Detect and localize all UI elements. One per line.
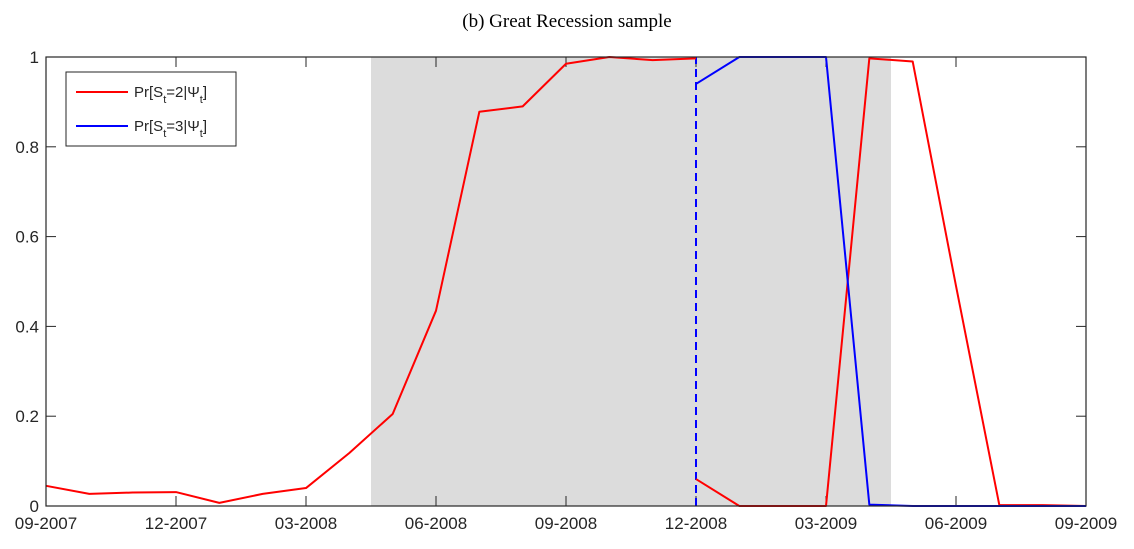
x-tick-label: 09-2007 — [15, 514, 77, 533]
legend-label: Pr[St=3|Ψt] — [134, 118, 207, 140]
legend-label: Pr[St=2|Ψt] — [134, 84, 207, 106]
y-tick-label: 1 — [30, 48, 39, 67]
x-tick-label: 03-2008 — [275, 514, 337, 533]
y-tick-label: 0.2 — [15, 407, 39, 426]
y-tick-label: 0.8 — [15, 138, 39, 157]
x-tick-label: 09-2009 — [1055, 514, 1117, 533]
y-tick-label: 0 — [30, 497, 39, 516]
y-tick-label: 0.4 — [15, 317, 39, 336]
chart-title: (b) Great Recession sample — [462, 11, 671, 32]
plot-frame — [45, 56, 1087, 507]
legend: Pr[St=2|Ψt] Pr[St=3|Ψt] — [65, 71, 237, 147]
recession-shade — [371, 57, 891, 506]
x-tick-label: 12-2007 — [145, 514, 207, 533]
y-tick-label: 0.6 — [15, 228, 39, 247]
x-tick-label: 03-2009 — [795, 514, 857, 533]
x-tick-label: 06-2009 — [925, 514, 987, 533]
x-tick-label: 12-2008 — [665, 514, 727, 533]
x-tick-label: 06-2008 — [405, 514, 467, 533]
x-tick-label: 09-2008 — [535, 514, 597, 533]
legend-box — [65, 71, 237, 147]
